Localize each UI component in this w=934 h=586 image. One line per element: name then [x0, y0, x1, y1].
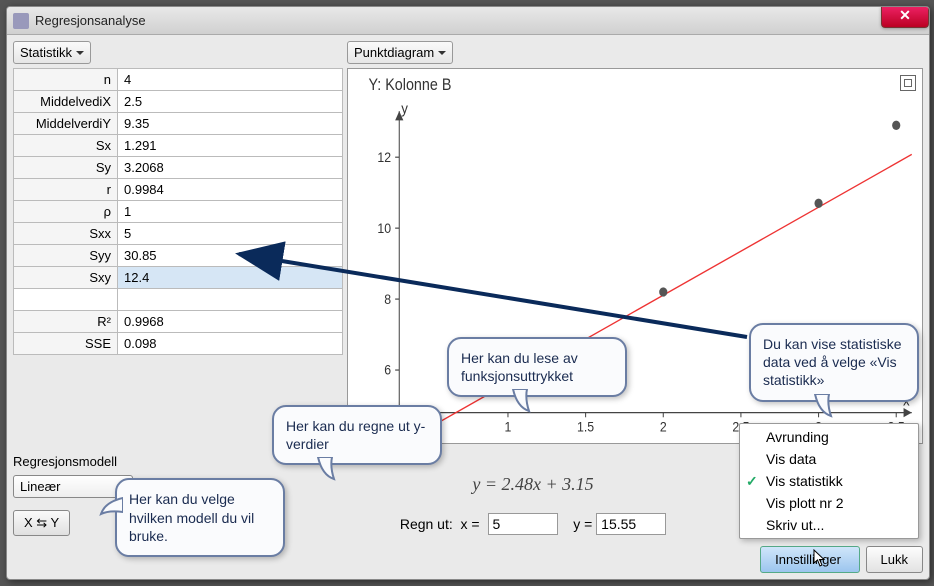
stats-label: R² [14, 311, 118, 333]
stats-label: Syy [14, 245, 118, 267]
window-title: Regresjonsanalyse [35, 13, 146, 28]
stats-label: MiddelverdiY [14, 113, 118, 135]
stats-row: Sxy12.4 [14, 267, 343, 289]
app-icon [13, 13, 29, 29]
callout-model: Her kan du velge hvilken modell du vil b… [115, 478, 285, 557]
stats-row: MiddelvediX2.5 [14, 91, 343, 113]
settings-item[interactable]: ✓ Vis statistikk [740, 470, 918, 492]
stats-label: n [14, 69, 118, 91]
stats-label: ρ [14, 201, 118, 223]
svg-text:8: 8 [384, 291, 391, 307]
calc-label: Regn ut: [400, 516, 453, 532]
chart-type-dropdown[interactable]: Punktdiagram [347, 41, 453, 64]
stats-label: SSE [14, 333, 118, 355]
stats-value: 4 [118, 69, 343, 91]
settings-item-label: Vis statistikk [766, 473, 843, 489]
stats-row: r0.9984 [14, 179, 343, 201]
stats-value [118, 289, 343, 311]
check-icon: ✓ [746, 473, 758, 490]
settings-item-label: Vis data [766, 451, 816, 467]
svg-text:Y: Kolonne B: Y: Kolonne B [369, 76, 452, 94]
y-output: 15.55 [596, 513, 666, 535]
swap-xy-button[interactable]: X ⇆ Y [13, 510, 70, 536]
stats-row: ρ1 [14, 201, 343, 223]
stats-label: r [14, 179, 118, 201]
svg-text:2: 2 [660, 419, 667, 435]
calc-line: Regn ut: x = y = 15.55 [349, 513, 717, 535]
settings-item-label: Vis plott nr 2 [766, 495, 844, 511]
stats-row: R²0.9968 [14, 311, 343, 333]
svg-text:12: 12 [377, 149, 391, 165]
callout-stats: Du kan vise statistiske data ved å velge… [749, 323, 919, 402]
stats-row: Sx1.291 [14, 135, 343, 157]
stats-row: Sy3.2068 [14, 157, 343, 179]
callout-formula: Her kan du lese av funksjonsuttrykket [447, 337, 627, 397]
chart-expand-button[interactable] [900, 75, 916, 91]
stats-label: Sxx [14, 223, 118, 245]
statistics-dropdown[interactable]: Statistikk [13, 41, 91, 64]
svg-text:1.5: 1.5 [577, 419, 594, 435]
stats-value: 0.098 [118, 333, 343, 355]
svg-text:6: 6 [384, 362, 391, 378]
stats-value: 5 [118, 223, 343, 245]
stats-value: 1 [118, 201, 343, 223]
stats-value: 0.9984 [118, 179, 343, 201]
titlebar: Regresjonsanalyse ✕ [7, 7, 929, 35]
callout-calc: Her kan du regne ut y-verdier [272, 405, 442, 465]
settings-button[interactable]: Innstillinger [760, 546, 859, 573]
settings-item[interactable]: Vis data [740, 448, 918, 470]
regression-window: Regresjonsanalyse ✕ Statistikk n4Middelv… [6, 6, 930, 580]
x-input[interactable] [488, 513, 558, 535]
stats-row: Sxx5 [14, 223, 343, 245]
stats-row [14, 289, 343, 311]
svg-text:y: y [401, 101, 408, 118]
stats-row: Syy30.85 [14, 245, 343, 267]
cursor-icon [813, 549, 827, 567]
settings-item-label: Skriv ut... [766, 517, 824, 533]
settings-item[interactable]: Skriv ut... [740, 514, 918, 536]
svg-text:10: 10 [377, 220, 391, 236]
stats-value: 9.35 [118, 113, 343, 135]
stats-value: 3.2068 [118, 157, 343, 179]
regression-formula: y = 2.48x + 3.15 [349, 474, 717, 495]
close-window-button[interactable]: ✕ [881, 6, 929, 28]
x-label: x = [461, 516, 480, 532]
stats-row: SSE0.098 [14, 333, 343, 355]
settings-item[interactable]: Avrunding [740, 426, 918, 448]
close-button[interactable]: Lukk [866, 546, 923, 573]
stats-value: 0.9968 [118, 311, 343, 333]
settings-item-label: Avrunding [766, 429, 829, 445]
stats-row: n4 [14, 69, 343, 91]
settings-menu: Avrunding Vis data ✓ Vis statistikk Vis plot… [739, 423, 919, 539]
stats-value: 2.5 [118, 91, 343, 113]
stats-label [14, 289, 118, 311]
stats-value: 30.85 [118, 245, 343, 267]
stats-value: 12.4 [118, 267, 343, 289]
stats-label: Sy [14, 157, 118, 179]
stats-label: MiddelvediX [14, 91, 118, 113]
y-label: y = [573, 516, 592, 532]
svg-text:1: 1 [505, 419, 512, 435]
stats-table: n4MiddelvediX2.5MiddelverdiY9.35Sx1.291S… [13, 68, 343, 355]
stats-value: 1.291 [118, 135, 343, 157]
settings-item[interactable]: Vis plott nr 2 [740, 492, 918, 514]
stats-row: MiddelverdiY9.35 [14, 113, 343, 135]
stats-label: Sxy [14, 267, 118, 289]
stats-label: Sx [14, 135, 118, 157]
